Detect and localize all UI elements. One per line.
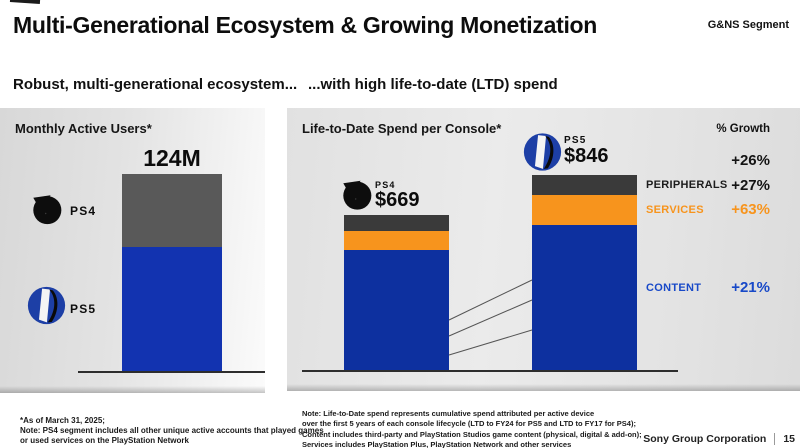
mau-ps5-segment (122, 247, 222, 372)
page-title: Multi-Generational Ecosystem & Growing M… (13, 12, 598, 38)
ps5-wordmark: PS5 (70, 302, 97, 316)
ps4-wordmark: PS4 (375, 180, 396, 190)
peripherals-growth-value: +27% (731, 177, 770, 194)
subtitle-right: ...with high life-to-date (LTD) spend (308, 76, 558, 93)
legend-label-content: CONTENT (646, 282, 702, 294)
ltd-ps4-services-segment (344, 231, 449, 250)
legend-label-peripherals: PERIPHERALS (646, 179, 728, 191)
footnote-line: over the first 5 years of each console l… (302, 419, 636, 429)
ltd-ps5-content-segment (532, 225, 637, 371)
slide-footer: Sony Group Corporation 15 (643, 433, 795, 445)
mau-axis-line (78, 371, 265, 373)
mau-panel: Monthly Active Users* 124M PS4 PS5 (0, 108, 265, 393)
top-edge-artifact (9, 0, 41, 5)
footnote-right: Note: Life-to-Date spend represents cumu… (302, 409, 642, 448)
ps5-spend-label-group: PS5 $846 (564, 135, 609, 167)
footnote-line: Content includes third-party and PlaySta… (302, 429, 642, 439)
ltd-ps4-peripherals-segment (344, 215, 449, 231)
ltd-ps4-stacked-bar (344, 215, 449, 371)
ps5-console-icon (27, 286, 66, 325)
mau-ps4-segment (122, 174, 222, 247)
segment-badge: G&NS Segment (707, 19, 789, 31)
ltd-panel: Life-to-Date Spend per Console* % Growth… (287, 108, 800, 391)
ltd-ps5-stacked-bar (532, 175, 637, 371)
footnote-line: Note: PS4 segment includes all other uni… (20, 426, 324, 435)
ltd-ps5-peripherals-segment (532, 175, 637, 195)
ltd-ps4-content-segment (344, 250, 449, 371)
mau-stacked-bar (122, 174, 222, 372)
ltd-axis-line (302, 370, 678, 372)
footnote-line: *As of March 31, 2025; (20, 416, 105, 425)
legend-label-services: SERVICES (646, 204, 704, 216)
growth-column-header: % Growth (716, 123, 770, 135)
services-growth-value: +63% (731, 201, 770, 218)
ps4-spend-label-group: PS4 $669 (375, 180, 420, 211)
segment-connector-lines (448, 279, 533, 356)
ps4-spend-amount: $669 (375, 189, 420, 211)
ps5-wordmark: PS5 (564, 135, 587, 146)
ps4-console-icon (340, 177, 373, 211)
mau-total-label: 124M (143, 145, 201, 171)
ps5-console-icon (523, 132, 562, 172)
company-name: Sony Group Corporation (643, 433, 767, 445)
footnote-left: *As of March 31, 2025; Note: PS4 segment… (20, 416, 324, 446)
ltd-ps5-services-segment (532, 195, 637, 225)
footnote-line: or used services on the PlayStation Netw… (20, 436, 189, 445)
ps4-wordmark: PS4 (70, 204, 97, 218)
page-number: 15 (783, 433, 795, 445)
ps4-console-icon (30, 192, 63, 225)
ps5-spend-amount: $846 (564, 145, 609, 167)
footer-divider (774, 433, 776, 445)
total-growth-value: +26% (731, 152, 770, 169)
mau-panel-title: Monthly Active Users* (15, 121, 152, 136)
content-growth-value: +21% (731, 279, 770, 296)
footnote-line: Note: Life-to-Date spend represents cumu… (302, 409, 595, 418)
footnote-line: Services includes PlayStation Plus, Play… (302, 440, 572, 448)
ltd-panel-title: Life-to-Date Spend per Console* (302, 121, 502, 136)
subtitle-left: Robust, multi-generational ecosystem... (13, 76, 298, 93)
